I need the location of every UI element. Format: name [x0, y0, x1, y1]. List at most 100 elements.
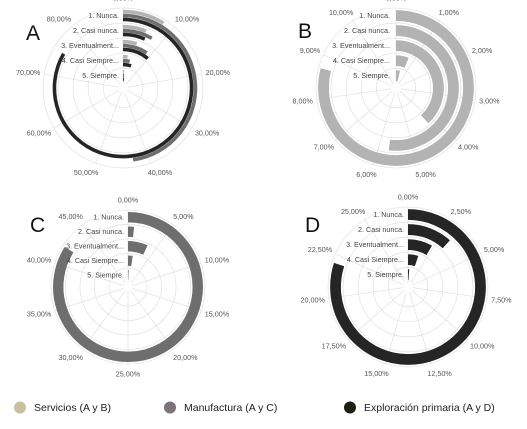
tick-label: 0,00% [386, 0, 407, 3]
bar-servicios-2 [122, 24, 147, 33]
tick-label: 80,00% [47, 15, 72, 24]
grid-spoke [335, 253, 404, 286]
category-label: 3. Eventualment... [346, 240, 404, 249]
category-label: 3. Eventualment... [66, 242, 124, 251]
category-label: 4. Casi Siempre... [67, 256, 124, 265]
bar-servicios-2 [388, 25, 459, 151]
tick-label: 4,00% [458, 142, 479, 151]
grid-spoke [82, 224, 126, 284]
category-label: 3. Eventualment... [332, 41, 390, 50]
tick-label: 22,50% [308, 245, 333, 254]
tick-label: 35,00% [27, 309, 52, 318]
tick-label: 2,50% [451, 207, 472, 216]
bar-exploracion-2 [407, 224, 450, 249]
category-label: 5. Siempre. [367, 270, 404, 279]
bar-manufactura-3 [122, 43, 148, 55]
category-label: 5. Siempre. [87, 271, 124, 280]
category-label: 4. Casi Siempre... [347, 255, 404, 264]
bar-exploracion-3 [122, 47, 149, 60]
category-label: 2. Casi nunca. [78, 227, 124, 236]
category-label: 1. Nunca. [359, 11, 390, 20]
panel-letter: A [26, 22, 40, 45]
bar-exploracion-2 [122, 32, 146, 41]
grid-spoke [71, 26, 121, 85]
legend: Servicios (A y B) Manufactura (A y C) Expl… [14, 401, 495, 414]
tick-label: 5,00% [415, 170, 436, 179]
category-label: 1. Nunca. [93, 213, 124, 222]
category-label: 1. Nunca. [88, 11, 119, 20]
bar-manufactura-3 [127, 240, 148, 255]
category-label: 3. Eventualment... [61, 41, 119, 50]
panel-c: C 0,00% 5,00% 10,00% 15,00% 20,00% 25,00% 30,00… [27, 196, 230, 379]
tick-label: 15,00% [364, 369, 389, 378]
tick-label: 25,00% [116, 370, 141, 379]
category-label: 2. Casi nunca. [73, 26, 119, 35]
bar-exploracion-4 [407, 254, 419, 267]
tick-label: 12,50% [427, 369, 452, 378]
tick-label: 10,00% [205, 256, 230, 265]
tick-label: 70,00% [16, 68, 41, 77]
grid-spoke [364, 219, 406, 284]
category-label: 2. Casi nunca. [358, 225, 404, 234]
panel-a: A 0,00% 10,00% 20,00% 30,00% 40,00% 50,00% 60,0… [16, 0, 231, 177]
tick-label: 17,50% [322, 341, 347, 350]
tick-label: 25,00% [341, 207, 366, 216]
legend-label-exploracion: Exploración primaria (A y D) [364, 402, 495, 414]
tick-label: 0,00% [398, 193, 419, 202]
tick-label: 2,00% [472, 46, 493, 55]
tick-label: 20,00% [301, 295, 326, 304]
tick-label: 50,00% [74, 168, 99, 177]
legend-marker-exploracion [344, 401, 356, 414]
legend-marker-manufactura [164, 401, 176, 414]
bar-exploracion-1 [52, 17, 194, 159]
tick-label: 60,00% [27, 129, 52, 138]
legend-label-manufactura: Manufactura (A y C) [184, 402, 277, 414]
tick-label: 40,00% [148, 168, 173, 177]
tick-label: 1,00% [439, 8, 460, 17]
tick-label: 40,00% [27, 256, 52, 265]
tick-label: 7,50% [491, 295, 512, 304]
panel-letter: C [30, 214, 45, 237]
tick-label: 7,00% [314, 142, 335, 151]
bar-exploracion-1 [330, 209, 486, 365]
tick-label: 0,00% [118, 196, 139, 205]
tick-label: 15,00% [205, 309, 230, 318]
bar-servicios-1 [318, 10, 474, 166]
tick-label: 10,00% [470, 341, 495, 350]
category-label: 4. Casi Siempre... [62, 56, 119, 65]
chart-panels: A 0,00% 10,00% 20,00% 30,00% 40,00% 50,00% 60,0… [16, 0, 512, 379]
panel-letter: B [298, 20, 312, 43]
tick-label: 10,00% [175, 15, 200, 24]
bar-exploracion-4 [122, 62, 132, 68]
tick-label: 20,00% [173, 353, 198, 362]
legend-marker-servicios [14, 401, 26, 414]
panel-letter: D [305, 214, 320, 237]
category-label: 5. Siempre. [353, 71, 390, 80]
tick-label: 10,00% [329, 8, 354, 17]
category-label: 2. Casi nunca. [344, 26, 390, 35]
tick-label: 0,00% [113, 0, 134, 3]
bar-servicios-4 [395, 55, 409, 68]
bar-servicios-3 [122, 39, 138, 46]
tick-label: 30,00% [58, 353, 83, 362]
bar-manufactura-4 [122, 58, 131, 64]
tick-label: 8,00% [293, 96, 314, 105]
bar-manufactura-1 [53, 212, 203, 362]
tick-label: 5,00% [484, 245, 505, 254]
tick-label: 20,00% [206, 68, 231, 77]
bar-manufactura-2 [122, 28, 153, 40]
legend-label-servicios: Servicios (A y B) [34, 402, 111, 414]
category-label: 1. Nunca. [373, 210, 404, 219]
panel-b: B 0,00% 1,00% 2,00% 3,00% 4,00% 5,00% 6,00% 7,00… [293, 0, 501, 179]
tick-label: 45,00% [58, 212, 83, 221]
tick-label: 9,00% [300, 46, 321, 55]
tick-label: 30,00% [195, 129, 220, 138]
panel-d: D 0,00% 2,50% 5,00% 7,50% 10,00% 12,50% 15,00% 1… [301, 193, 513, 378]
tick-label: 6,00% [356, 170, 377, 179]
bar-exploracion-3 [407, 239, 432, 256]
category-label: 5. Siempre. [82, 71, 119, 80]
tick-label: 3,00% [479, 96, 500, 105]
grid-spoke [323, 54, 392, 87]
bar-manufactura-1 [122, 13, 198, 162]
